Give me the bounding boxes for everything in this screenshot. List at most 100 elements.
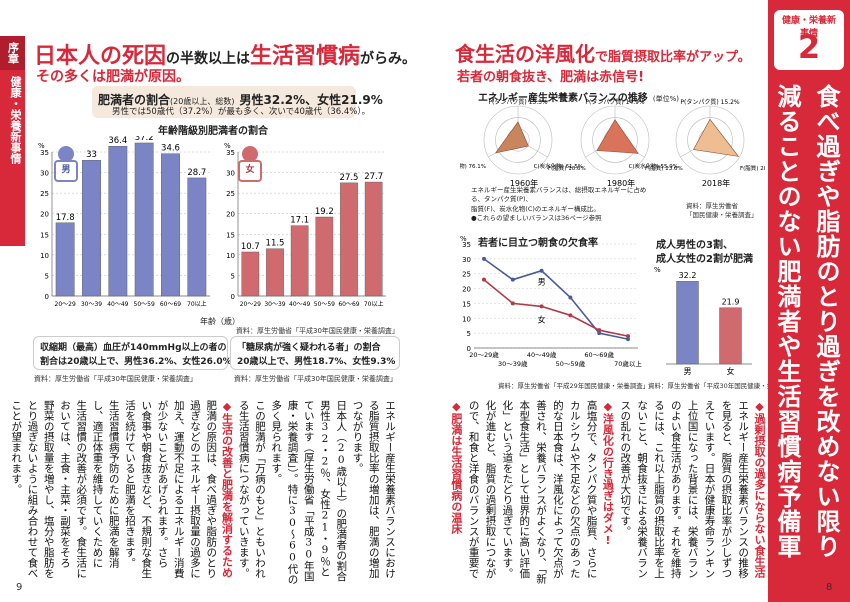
pfc-year-label: 1960年 xyxy=(510,178,538,188)
male-value-label: 28.7 xyxy=(187,168,206,178)
female-category-label: 40〜49 xyxy=(289,301,310,308)
female-value-label: 27.7 xyxy=(364,172,383,182)
female-tick-label: 5 xyxy=(231,272,235,280)
female-value-label: 27.5 xyxy=(340,173,359,183)
body-left-line: 多く見られます。 xyxy=(270,400,283,484)
right-subheadline: 若者の朝食抜き、肥満は赤信号! xyxy=(457,70,645,85)
pfc-year-label: 2018年 xyxy=(702,178,730,188)
ob-bar xyxy=(676,281,699,365)
ob-category-label: 男 xyxy=(684,367,692,376)
banner-title: 食べ過ぎや脂肪のとり過ぎを改めない限り 減ることのない肥満者や生活習慣病予備軍 xyxy=(772,84,842,594)
body-right-line: ないこと、朝食抜きによる栄養バラン xyxy=(636,400,649,579)
male-unit: % xyxy=(38,142,45,150)
age-chart-source: 資料：厚生労働省「平成30年国民健康・栄養調査」 xyxy=(236,327,399,335)
obesity-summary-title: 肥満者の割合(20歳以上、総数) 男性32.2%、女性21.9% xyxy=(98,89,383,108)
body-right-line: を見ると、脂質の摂取比率が少しずつ増 xyxy=(720,400,733,579)
body-left-line: し、適正体重を維持していくためには、 xyxy=(91,400,104,568)
page-number-right: 8 xyxy=(826,582,833,593)
female-bar xyxy=(315,216,334,297)
pfc-title: エネルギー産生栄養素バランスの推移 (単位%) xyxy=(478,86,679,105)
ob-category-label: 女 xyxy=(727,366,735,376)
body-left-line: る生活習慣病につながっていきます。 xyxy=(237,400,250,579)
male-value-label: 37.2 xyxy=(135,136,154,143)
bf-tick-label: 15 xyxy=(462,300,471,308)
pfc-note-1: エネルギー産生栄養素バランスは、総摂取エネルギーに占める、タンパク質(P)、 xyxy=(471,186,647,204)
body-left-line: この肥満が「万病のもと」ともいわれ xyxy=(254,400,266,579)
male-category-label: 30〜39 xyxy=(81,301,102,308)
right-headline-b: で脂質摂取比率がアップ。 xyxy=(595,50,751,65)
obesity-summary-box xyxy=(92,86,356,118)
age-chart: 0 5 10 15 20 25 30 35 17.8 20〜29 33 30〜39 36.4 40〜49 3… xyxy=(38,136,386,308)
right-banner xyxy=(768,0,850,602)
body-text-left: エネルギー産生栄養素バランスにおける脂質摂取比率の増加は、肥満の増加につながりま… xyxy=(8,400,398,585)
body-right-line: 化が進むと、脂質の過剰摂取につながる xyxy=(484,400,497,579)
body-right-line: 上位国になった背景には、栄養バランス xyxy=(686,400,699,579)
body-right-line: エネルギー産生栄養素バランスの推移 xyxy=(737,400,750,579)
female-tick-label: 25 xyxy=(226,190,235,198)
body-left-line: 活を続けていると肥満を招きます。 xyxy=(124,400,136,568)
body-right-line: 的な日本食は、洋風化によって欠点が改 xyxy=(551,400,564,579)
pfc-source-1: 資料：厚生労働省 xyxy=(686,202,738,210)
breakfast-source: 資料：厚生労働省「平成29年国民健康・栄養調査」 xyxy=(498,382,650,390)
body-left-line: つながります。 xyxy=(351,400,364,474)
male-value-label: 33 xyxy=(86,150,97,160)
male-head-icon xyxy=(58,146,74,162)
diab-line1: 「糖尿病が強く疑われる者」の割合 xyxy=(237,343,381,353)
male-icon: 男 xyxy=(54,160,78,182)
side-tab-chapter: 序章 xyxy=(0,36,25,70)
male-tick-label: 25 xyxy=(40,190,49,198)
body-right-line: スの乱れの改善が大切です。 xyxy=(619,400,632,537)
bf-category-label: 30〜39歳 xyxy=(498,359,528,368)
pfc-p-label: P(タンパク質) 13.3% xyxy=(488,98,548,106)
female-bar xyxy=(340,182,358,297)
female-value-label: 10.7 xyxy=(241,242,260,252)
male-category-label: 60〜69 xyxy=(160,301,181,308)
body-right-line: のよい食生活があります。それを維持す xyxy=(669,400,682,579)
obesity-title-c: 男性32.2%、女性21.9% xyxy=(239,93,383,107)
bf-category-label: 60〜69歳 xyxy=(584,350,614,359)
female-category-label: 20〜29 xyxy=(240,301,261,308)
pfc-c-label: C(炭水化物) 61.5% xyxy=(534,162,583,170)
diab-box: 「糖尿病が強く疑われる者」の割合 20歳以上で、男性18.7%、女性9.3% xyxy=(230,336,400,370)
female-tick-label: 0 xyxy=(231,293,235,301)
female-value-label: 19.2 xyxy=(315,207,334,217)
bf-category-label: 40〜49歳 xyxy=(527,350,557,359)
side-tab xyxy=(0,36,25,246)
female-category-label: 50〜59 xyxy=(314,301,335,308)
ob-unit: % xyxy=(654,266,661,274)
female-category-label: 60〜69 xyxy=(338,301,359,308)
left-headline-b: の半数以上は xyxy=(166,51,251,67)
male-tick-label: 10 xyxy=(40,252,49,260)
pfc-shape xyxy=(494,121,529,154)
bf-point xyxy=(510,277,515,282)
left-subheadline: その多くは肥満が原因。 xyxy=(36,69,190,85)
body-left-line: おいては、主食・主菜・副菜をそろえ、 xyxy=(59,400,71,568)
side-tab-chapter-label: 序章 xyxy=(6,42,20,64)
bp-line1: 収縮期（最高）血圧が140mmHg以上の者の xyxy=(40,343,227,353)
body-left-line: 生活習慣病予防のために肥満を解消 xyxy=(107,400,120,568)
body-left-line: 生活習慣の改善が必須です。食生活に xyxy=(75,400,88,579)
obese-chart: % 32.2 男 21.9 女 xyxy=(654,266,752,376)
female-category-label: 30〜39 xyxy=(264,301,285,308)
bf-category-label: 70歳以上 xyxy=(614,359,642,368)
body-right-heading: ◆過剰摂取の過多にならない食生活を xyxy=(753,400,766,578)
bf-point xyxy=(539,268,544,273)
bf-point xyxy=(482,277,486,282)
banner-title-col1: 食べ過ぎや脂肪のとり過ぎを改めない限り xyxy=(812,84,840,559)
pfc-p-label: P(タンパク質) 15.2% xyxy=(680,98,740,106)
bf-point xyxy=(568,313,573,318)
pfc-unit: (単位%) xyxy=(652,95,680,103)
body-right-heading: ◆肥満は生活習慣病の温床 xyxy=(449,400,463,534)
bf-point xyxy=(597,331,602,336)
female-tick-label: 35 xyxy=(226,149,235,157)
male-category-label: 50〜59 xyxy=(134,301,155,308)
body-left-line: 男性32・2％、女性21・9％と推定され xyxy=(319,400,331,577)
body-left-line: 日本人（20歳以上）の肥満者の割合は、 xyxy=(335,400,348,582)
female-tick-label: 30 xyxy=(226,170,235,178)
bf-series-label: 男 xyxy=(538,278,546,287)
male-value-label: 36.4 xyxy=(108,136,127,146)
female-icon: 女 xyxy=(238,160,262,182)
female-bar xyxy=(266,248,284,297)
body-left-line: 康・栄養調査」）。特に30～60代の男性に xyxy=(286,400,299,585)
bp-source: 資料：厚生労働省「平成30年国民健康・栄養調査」 xyxy=(34,375,197,383)
